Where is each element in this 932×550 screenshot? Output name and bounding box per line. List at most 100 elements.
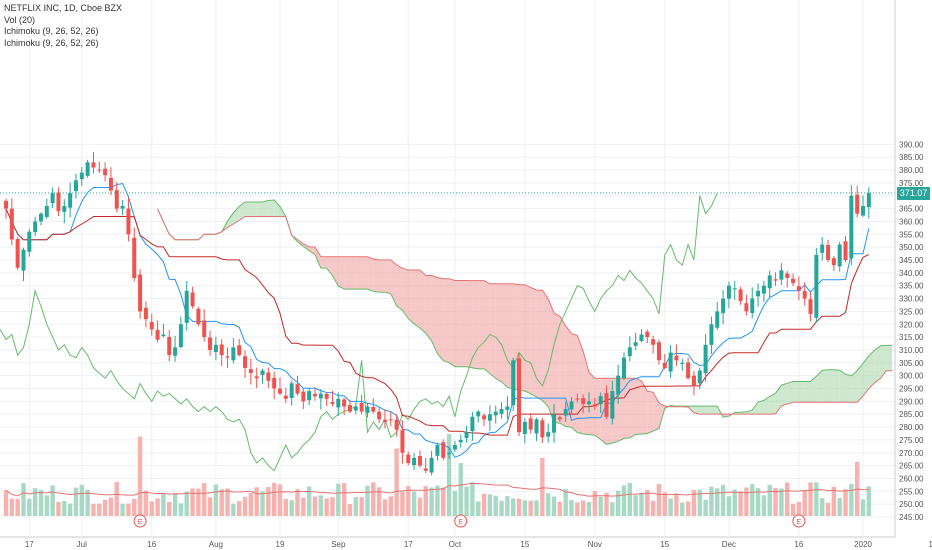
volume-bar	[67, 503, 73, 516]
candle-body	[849, 195, 854, 259]
volume-bar	[132, 499, 137, 516]
candle-body	[703, 344, 708, 374]
volume-bar	[785, 482, 790, 516]
x-tick-label: Aug	[209, 540, 223, 549]
candle-body	[108, 177, 113, 191]
x-tick-label: Sep	[331, 540, 346, 549]
candle-body	[394, 419, 399, 430]
candle-body	[213, 344, 218, 353]
candle-body	[668, 352, 673, 372]
cloud-segment	[472, 280, 479, 369]
cloud-segment	[344, 256, 350, 290]
candle-body	[592, 404, 597, 407]
candle-body	[546, 432, 551, 437]
candle-body	[9, 208, 14, 240]
volume-bar	[790, 503, 796, 516]
candle-body	[482, 415, 487, 420]
kijun-sen	[5, 208, 870, 436]
candle-body	[312, 393, 317, 397]
volume-bar	[312, 496, 318, 516]
x-tick-label: Jul	[77, 540, 87, 549]
volume-bar	[540, 457, 545, 516]
candle-body	[656, 342, 661, 361]
cloud-segment	[355, 256, 362, 290]
candle-body	[161, 334, 166, 337]
y-tick-label: 290.00	[899, 397, 924, 406]
y-tick-label: 310.00	[899, 346, 924, 355]
candle-body	[808, 299, 813, 314]
candle-body	[79, 172, 84, 180]
candle-body	[417, 456, 422, 466]
cloud-segment	[863, 355, 869, 396]
candle-body	[680, 362, 685, 364]
volume-bar	[44, 495, 50, 516]
candle-body	[202, 320, 207, 338]
volume-bar	[207, 497, 213, 516]
senkou-span-b	[157, 208, 893, 415]
volume-bar	[388, 496, 393, 516]
cloud-segment	[548, 298, 555, 423]
volume-bar	[137, 436, 143, 516]
cloud-segment	[705, 406, 712, 415]
cloud-segment	[501, 283, 508, 388]
ichimoku-cloud	[157, 200, 893, 445]
volume-bar	[336, 483, 341, 516]
cloud-segment	[384, 259, 391, 294]
cloud-segment	[787, 381, 794, 405]
x-tick-label: 19	[276, 540, 285, 549]
cloud-segment	[449, 278, 455, 367]
volume-bar	[271, 482, 277, 516]
candle-body	[604, 393, 609, 417]
legend-ichimoku-1[interactable]: Ichimoku (9, 26, 52, 26)	[4, 26, 99, 36]
volume-bar	[435, 485, 440, 516]
candle-body	[149, 322, 154, 330]
volume-bar	[755, 488, 761, 516]
candle-body	[272, 377, 277, 389]
y-tick-label: 295.00	[899, 385, 924, 394]
candle-body	[528, 418, 533, 430]
candle-body	[767, 275, 772, 289]
candle-body	[423, 468, 428, 471]
cloud-segment	[775, 385, 782, 414]
volume-bar	[522, 500, 528, 516]
volume-bar	[324, 498, 329, 516]
volume-bar	[225, 488, 230, 516]
cloud-segment	[256, 201, 263, 217]
candle-body	[400, 430, 405, 453]
candle-body	[785, 273, 790, 278]
candle-body	[260, 370, 265, 375]
volume-bar	[744, 487, 749, 516]
candle-body	[452, 445, 457, 450]
time-axis[interactable]: 17Jul16Aug19Sep17Oct15Nov15Dec16202016Fe…	[25, 540, 932, 549]
volume-bar	[697, 489, 702, 516]
candle-body	[726, 285, 731, 299]
legend-symbol[interactable]: NETFLIX INC, 1D, Cboe BZX	[4, 3, 123, 13]
candle-body	[173, 347, 178, 356]
cloud-segment	[390, 259, 397, 306]
cloud-segment	[309, 246, 315, 255]
candle-body	[709, 324, 714, 345]
legend-ichimoku-2[interactable]: Ichimoku (9, 26, 52, 26)	[4, 37, 99, 48]
volume-bar	[161, 493, 166, 516]
volume-bar	[551, 496, 557, 516]
volume-bar	[499, 500, 504, 516]
cloud-segment	[396, 264, 403, 311]
last-price-badge: 371.07	[897, 186, 930, 200]
volume-bar	[446, 433, 452, 516]
volume-bar	[604, 492, 609, 516]
volume-bar	[580, 500, 586, 516]
volume-bar	[423, 486, 428, 516]
volume-bar	[15, 498, 20, 516]
cloud-segment	[623, 378, 630, 439]
candle-body	[511, 360, 516, 406]
volume-bar	[231, 503, 236, 516]
candle-body	[581, 398, 586, 404]
candle-body	[674, 355, 679, 361]
candle-body	[441, 442, 446, 458]
legend-volume[interactable]: Vol (20)	[4, 14, 36, 25]
x-tick-label: 2020	[854, 540, 872, 549]
candle-body	[621, 357, 626, 379]
